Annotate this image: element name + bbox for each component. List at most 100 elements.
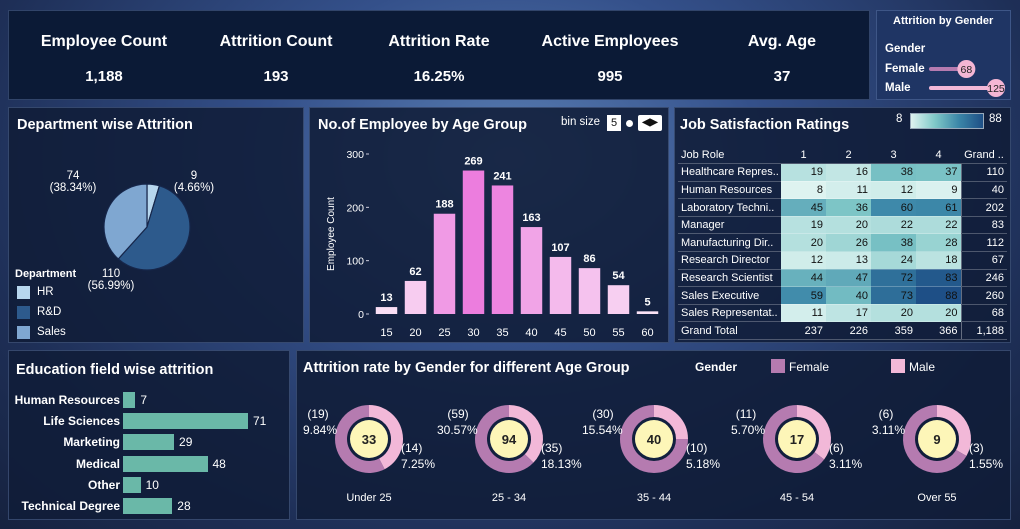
- histogram-bar[interactable]: [520, 227, 543, 314]
- female-count-label: (19): [307, 407, 329, 421]
- heatmap-cell[interactable]: 47: [826, 269, 871, 288]
- heatmap-cell[interactable]: 20: [916, 304, 961, 323]
- heatmap-cell[interactable]: 24: [871, 251, 916, 270]
- heatmap-cell[interactable]: 60: [871, 198, 916, 217]
- histogram-bar[interactable]: [607, 285, 630, 314]
- histogram-bar[interactable]: [549, 256, 572, 314]
- bin-stepper-icon[interactable]: ◀▶: [638, 115, 662, 131]
- heatmap-cell[interactable]: 83: [916, 269, 961, 288]
- histogram-bar[interactable]: [404, 280, 427, 314]
- heatmap-cell[interactable]: 8: [781, 181, 826, 200]
- bin-slider-handle[interactable]: [626, 120, 633, 127]
- histogram-bar[interactable]: [433, 213, 456, 314]
- donut-arc-male[interactable]: [508, 405, 543, 463]
- column-header[interactable]: 2: [826, 146, 871, 165]
- histogram-bar[interactable]: [375, 307, 398, 314]
- donut-1: 94: [475, 405, 543, 473]
- column-header[interactable]: Job Role: [678, 146, 781, 165]
- heatmap-cell[interactable]: 38: [871, 163, 916, 182]
- education-bar[interactable]: [123, 476, 141, 493]
- table-row[interactable]: Research Scientist 44 47 72 83 246: [678, 269, 1007, 288]
- histogram-bar[interactable]: [578, 268, 601, 314]
- heatmap-cell[interactable]: 59: [781, 286, 826, 305]
- heatmap-cell[interactable]: 61: [916, 198, 961, 217]
- donut-2: 40: [620, 405, 688, 473]
- education-bar[interactable]: [123, 392, 136, 408]
- donut-arc-male[interactable]: [368, 405, 403, 470]
- column-header[interactable]: 1: [781, 146, 826, 165]
- donut-arc-female[interactable]: [475, 405, 534, 473]
- column-header[interactable]: 4: [916, 146, 961, 165]
- heatmap-cell[interactable]: 12: [871, 181, 916, 200]
- donut-arc-female[interactable]: [903, 405, 967, 473]
- heatmap-cell[interactable]: 12: [781, 251, 826, 270]
- heatmap-cell[interactable]: 17: [826, 304, 871, 323]
- bin-size-input[interactable]: 5: [607, 115, 621, 131]
- scale-max: 88: [989, 113, 1002, 125]
- x-tick-label: 45: [554, 327, 566, 339]
- heatmap-cell[interactable]: 44: [781, 269, 826, 288]
- female-pct-label: 3.11%: [871, 423, 905, 437]
- table-row[interactable]: Sales Representat.. 11 17 20 20 68: [678, 304, 1007, 323]
- heatmap-cell[interactable]: 26: [826, 233, 871, 253]
- table-row[interactable]: Laboratory Techni.. 45 36 60 61 202: [678, 198, 1007, 217]
- heatmap-cell[interactable]: 19: [781, 163, 826, 182]
- heatmap-cell[interactable]: 20: [781, 233, 826, 253]
- donut-arc-male[interactable]: [653, 405, 688, 440]
- heatmap-cell[interactable]: 18: [916, 251, 961, 270]
- table-row[interactable]: Healthcare Repres.. 19 16 38 37 110: [678, 163, 1007, 182]
- heatmap-cell[interactable]: 20: [826, 216, 871, 235]
- table-row[interactable]: Sales Executive 59 40 73 88 260: [678, 286, 1007, 305]
- pie-slice-sales[interactable]: [103, 183, 148, 260]
- male-pct-label: 5.18%: [686, 457, 721, 471]
- table-row[interactable]: Research Director 12 13 24 18 67: [678, 251, 1007, 270]
- heatmap-cell[interactable]: 28: [916, 233, 961, 253]
- kpi-avg-age: Avg. Age 37: [697, 11, 867, 101]
- kpi-panel: Employee Count 1,188 Attrition Count 193…: [8, 10, 870, 100]
- donut-center: [635, 420, 673, 458]
- histogram-bar[interactable]: [462, 170, 485, 314]
- donut-arc-female[interactable]: [335, 405, 385, 473]
- legend-label-hr: HR: [37, 286, 54, 298]
- table-row[interactable]: Human Resources 8 11 12 9 40: [678, 181, 1007, 200]
- heatmap-cell[interactable]: 11: [826, 181, 871, 200]
- heatmap-cell[interactable]: 13: [826, 251, 871, 270]
- scale-min: 8: [896, 113, 903, 125]
- female-count-label: (59): [447, 407, 469, 421]
- column-header[interactable]: Grand ..: [961, 146, 1007, 165]
- heatmap-cell[interactable]: 45: [781, 198, 826, 217]
- x-tick-label: 30: [467, 327, 479, 339]
- education-bar[interactable]: [123, 498, 173, 514]
- heatmap-cell[interactable]: 22: [871, 216, 916, 235]
- heatmap-cell[interactable]: 11: [781, 304, 826, 323]
- heatmap-cell[interactable]: 19: [781, 216, 826, 235]
- education-bar[interactable]: [123, 455, 208, 472]
- slice-count: 74: [66, 170, 80, 182]
- heatmap-cell[interactable]: 20: [871, 304, 916, 323]
- bar-value-label: 48: [212, 456, 226, 471]
- heatmap-cell[interactable]: 9: [916, 181, 961, 200]
- histogram-bar[interactable]: [636, 311, 659, 314]
- education-bar[interactable]: [123, 413, 248, 430]
- heatmap-cell[interactable]: 72: [871, 269, 916, 288]
- donut-arc-male[interactable]: [936, 405, 971, 456]
- heatmap-cell[interactable]: 22: [916, 216, 961, 235]
- table-row[interactable]: Manufacturing Dir.. 20 26 38 28 112: [678, 233, 1007, 253]
- age-histogram: Employee Count 0 100 200 300 13 15 62 20 188 25 269…: [326, 149, 659, 339]
- histogram-bar[interactable]: [491, 185, 514, 314]
- column-header[interactable]: 3: [871, 146, 916, 165]
- pie-slice-rnd[interactable]: [117, 185, 191, 271]
- donut-arc-female[interactable]: [620, 405, 688, 473]
- donut-0: 33: [335, 405, 403, 473]
- heatmap-cell[interactable]: 36: [826, 198, 871, 217]
- heatmap-cell[interactable]: 38: [871, 233, 916, 253]
- education-bar[interactable]: [123, 434, 175, 451]
- heatmap-cell[interactable]: 88: [916, 286, 961, 305]
- donut-arc-male[interactable]: [796, 405, 831, 460]
- heatmap-cell[interactable]: 16: [826, 163, 871, 182]
- heatmap-cell[interactable]: 73: [871, 286, 916, 305]
- heatmap-cell[interactable]: 40: [826, 286, 871, 305]
- donut-arc-female[interactable]: [763, 405, 825, 473]
- table-row[interactable]: Manager 19 20 22 22 83: [678, 216, 1007, 235]
- heatmap-cell[interactable]: 37: [916, 163, 961, 182]
